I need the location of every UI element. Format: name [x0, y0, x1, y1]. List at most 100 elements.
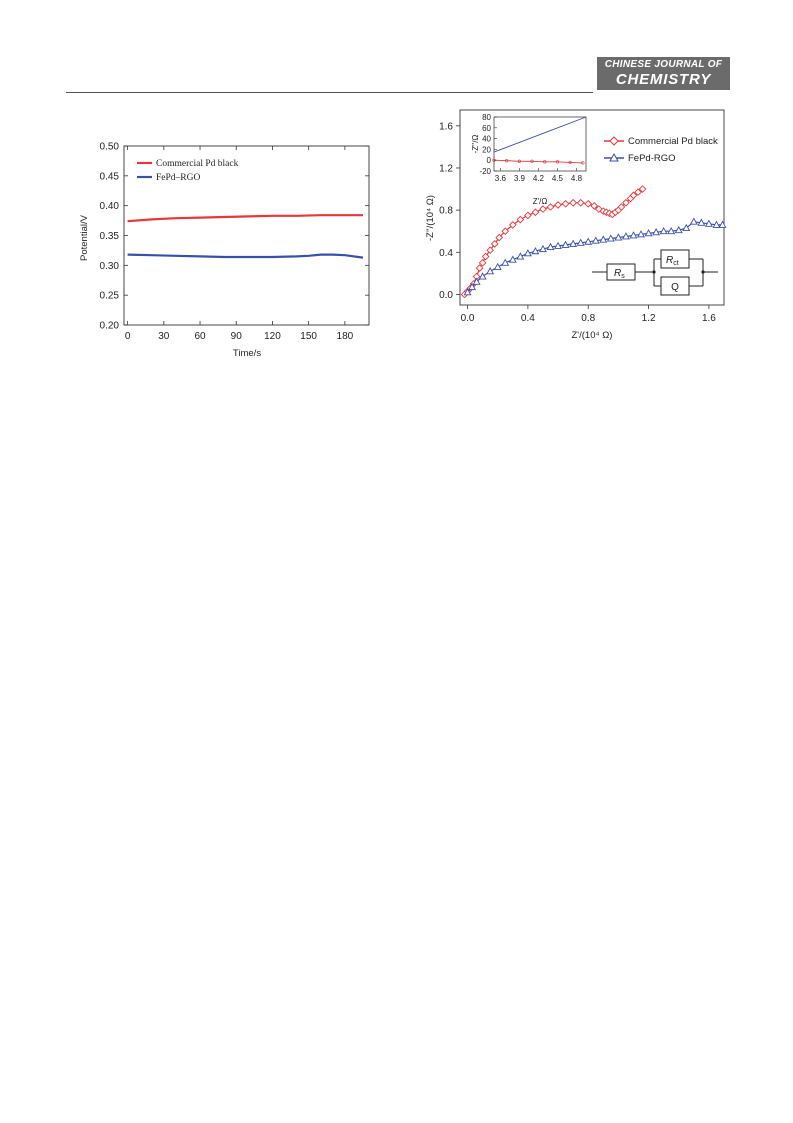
fepd-rgo-data-point	[614, 233, 623, 241]
fepd-rgo-data-point	[486, 267, 495, 275]
right-plot-frame	[459, 109, 725, 306]
inset-pd-black-point	[517, 159, 521, 163]
pd-black-data-point	[501, 227, 510, 236]
fepd-rgo-data-point	[644, 229, 653, 237]
right-axis-ticks: 0.0 0.4 0.8 1.2 1.6 0.0 0.4 0.8 1.2 1.6	[439, 121, 716, 324]
fepd-rgo-data-point	[468, 282, 477, 291]
inset-pd-black-line	[493, 159, 583, 164]
fepd-rgo-potential-line	[127, 253, 364, 259]
pd-black-data-point	[478, 259, 487, 267]
inset-plot-area	[492, 116, 587, 165]
fepd-rgo-data-point	[531, 247, 540, 255]
pd-black-data-point	[539, 205, 547, 213]
fepd-rgo-data-point	[689, 217, 698, 225]
fepd-rgo-data-point	[561, 240, 570, 248]
journal-title-line2: CHEMISTRY	[615, 71, 712, 88]
left-y-tick-label: 0.50	[100, 142, 120, 153]
pd-black-data-point	[531, 208, 540, 217]
fepd-rgo-data-point	[697, 218, 706, 226]
legend-label-pd-black-right: Commercial Pd black	[628, 136, 718, 147]
pd-black-data-point	[495, 233, 504, 242]
fepd-rgo-data-point	[659, 226, 668, 235]
fepd-rgo-data-point	[546, 242, 555, 250]
inset-pd-black-point	[530, 159, 534, 163]
fepd-rgo-data-point	[599, 235, 608, 243]
fepd-rgo-data-point	[629, 231, 638, 239]
journal-badge: CHINESE JOURNAL OF CHEMISTRY	[597, 57, 730, 90]
left-legend: Commercial Pd black FePd–RGO	[137, 159, 239, 183]
left-x-axis-title: Time/s	[233, 348, 261, 359]
inset-pd-black-point	[568, 160, 572, 164]
fepd-rgo-data-point	[704, 219, 713, 227]
pd-black-data-point	[634, 188, 642, 197]
fepd-rgo-data-point	[523, 249, 532, 257]
inset-x-tick-label: 3.9	[514, 174, 526, 183]
fepd-rgo-data-point	[539, 244, 547, 253]
left-x-tick-label: 60	[194, 331, 206, 342]
legend-label-pd-black: Commercial Pd black	[156, 159, 239, 169]
left-axis-ticks: 0.20 0.25 0.30 0.35 0.40 0.45 0.50 0 30 60 90 120 15…	[100, 142, 369, 342]
inset-y-tick-label: 60	[482, 124, 491, 133]
inset-y-tick-label: -20	[479, 167, 491, 176]
right-x-tick-label: 0.8	[581, 313, 595, 324]
fepd-rgo-data-point	[472, 277, 481, 285]
pd-black-data-point	[638, 185, 647, 193]
inset-x-tick-label: 4.5	[552, 174, 564, 183]
fepd-rgo-data-point	[652, 228, 661, 236]
pd-black-data-point	[516, 215, 525, 224]
left-x-tick-label: 150	[300, 331, 317, 342]
inset-x-tick-label: 3.6	[495, 174, 507, 183]
journal-title-line1: CHINESE JOURNAL OF	[604, 59, 723, 70]
inset-y-tick-label: 20	[482, 145, 491, 154]
fepd-rgo-data-point	[718, 220, 727, 228]
fepd-rgo-data-point	[501, 258, 510, 266]
circuit-rct-label: Rct	[666, 255, 679, 267]
left-y-axis-title: Potential/V	[79, 214, 90, 261]
pd-black-data-point	[590, 202, 599, 210]
right-y-tick-label: 0.8	[439, 206, 453, 217]
fepd-rgo-data-point	[463, 288, 472, 296]
pd-black-data-point	[569, 198, 577, 207]
left-y-tick-label: 0.45	[100, 171, 120, 182]
right-x-tick-label: 0.0	[461, 313, 475, 324]
fepd-rgo-data-point	[637, 230, 645, 238]
inset-y-tick-label: 40	[482, 135, 491, 144]
right-y-axis-title: -Z''/(10⁴ Ω)	[425, 195, 436, 241]
left-y-tick-label: 0.20	[100, 321, 120, 332]
fepd-rgo-data-point	[508, 255, 517, 263]
pd-black-data-point	[490, 240, 499, 248]
inset-y-tick-label: 80	[482, 113, 491, 122]
right-x-tick-label: 0.4	[521, 313, 535, 324]
right-y-tick-label: 1.6	[439, 121, 453, 132]
potential-time-chart: 0.20 0.25 0.30 0.35 0.40 0.45 0.50 0 30 60 90 120 15…	[79, 142, 370, 359]
left-y-tick-label: 0.30	[100, 261, 120, 272]
header-rule	[66, 92, 593, 93]
left-y-tick-label: 0.40	[100, 201, 120, 212]
inset-fepd-rgo-line	[493, 116, 587, 153]
left-x-tick-label: 120	[264, 331, 281, 342]
fepd-rgo-data-point	[606, 234, 615, 242]
pd-black-data-point	[524, 211, 532, 220]
left-x-tick-label: 30	[158, 331, 170, 342]
right-x-tick-label: 1.6	[702, 313, 716, 324]
right-plot-area	[459, 109, 727, 306]
right-y-tick-label: 1.2	[439, 163, 453, 174]
fepd-rgo-data-point	[667, 226, 676, 235]
pd-black-data-point	[554, 201, 562, 209]
inset-pd-black-point	[505, 159, 509, 163]
fepd-rgo-data-point	[516, 252, 525, 260]
fepd-rgo-data-point	[712, 220, 721, 228]
pd-black-data-point	[594, 205, 603, 213]
left-x-tick-label: 0	[125, 331, 131, 342]
nyquist-chart: 0.0 0.4 0.8 1.2 1.6 0.0 0.4 0.8 1.2 1.6 Z'/(10⁴ Ω…	[425, 109, 727, 341]
right-x-tick-label: 1.2	[642, 313, 656, 324]
left-x-tick-label: 180	[337, 331, 354, 342]
inset-y-axis-title: -Z''/Ω	[471, 135, 480, 154]
left-y-tick-label: 0.25	[100, 291, 120, 302]
right-legend: Commercial Pd black FePd-RGO	[604, 136, 718, 164]
pd-black-data-point	[584, 199, 593, 208]
pd-black-data-point	[475, 264, 484, 272]
inset-pd-black-point	[543, 160, 547, 164]
pd-black-potential-line	[127, 214, 363, 223]
